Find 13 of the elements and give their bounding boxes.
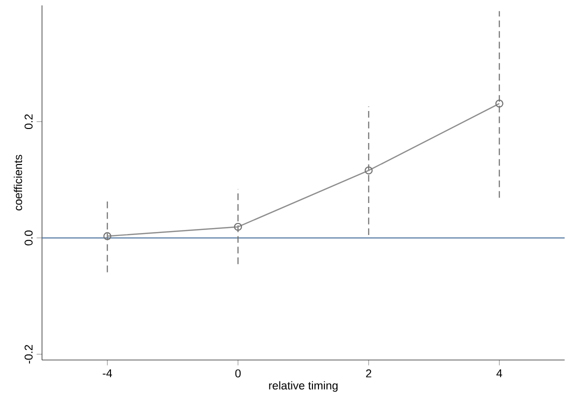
x-tick-label: -4 (102, 369, 112, 378)
x-tick-label: 0 (235, 369, 241, 378)
x-tick-label: 2 (366, 369, 372, 378)
point (103, 232, 112, 240)
y-tick-label: -0.2 (24, 344, 33, 364)
point (495, 100, 504, 108)
x-axis-title: relative timing (269, 381, 338, 392)
y-axis-title: coefficients (14, 154, 22, 210)
y-tick-label: 0.0 (24, 230, 33, 246)
point (364, 166, 373, 174)
y-tick-label: 0.2 (24, 114, 33, 130)
point (234, 222, 242, 231)
x-tick-label: 4 (496, 369, 502, 378)
